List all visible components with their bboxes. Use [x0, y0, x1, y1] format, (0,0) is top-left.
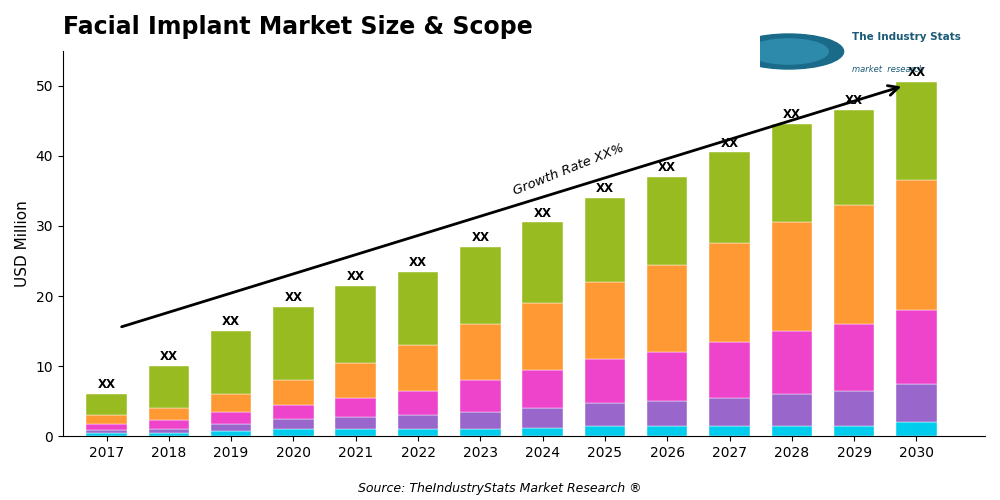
Bar [398, 415, 438, 430]
Bar [211, 331, 251, 394]
Bar [149, 366, 189, 408]
Bar [211, 412, 251, 424]
Bar [709, 426, 750, 436]
Bar [709, 244, 750, 342]
Bar [273, 404, 314, 418]
Bar [522, 428, 563, 436]
Bar [834, 110, 874, 205]
Bar [335, 398, 376, 416]
Text: XX: XX [658, 161, 676, 174]
Bar [647, 352, 687, 401]
Bar [273, 306, 314, 380]
Bar [585, 282, 625, 359]
Bar [398, 345, 438, 391]
Bar [460, 324, 501, 380]
Text: XX: XX [471, 231, 489, 244]
Bar [522, 408, 563, 428]
Bar [149, 433, 189, 436]
Bar [834, 205, 874, 324]
Bar [398, 430, 438, 436]
Bar [149, 428, 189, 433]
Circle shape [749, 39, 828, 64]
Bar [398, 390, 438, 415]
Bar [772, 394, 812, 426]
Bar [86, 430, 127, 434]
Bar [709, 152, 750, 244]
Bar [335, 416, 376, 430]
Bar [211, 424, 251, 430]
Bar [585, 359, 625, 404]
Text: XX: XX [534, 206, 552, 220]
Text: XX: XX [98, 378, 116, 392]
Bar [772, 124, 812, 222]
Text: XX: XX [596, 182, 614, 195]
Bar [647, 401, 687, 426]
Bar [834, 390, 874, 426]
Bar [585, 198, 625, 282]
Bar [896, 310, 937, 384]
Text: XX: XX [160, 350, 178, 364]
Text: XX: XX [222, 316, 240, 328]
Bar [896, 82, 937, 180]
Text: XX: XX [845, 94, 863, 108]
Bar [211, 394, 251, 411]
Text: The Industry Stats: The Industry Stats [852, 32, 961, 42]
Bar [335, 430, 376, 436]
Text: XX: XX [721, 136, 739, 149]
Bar [86, 394, 127, 415]
Text: XX: XX [907, 66, 925, 80]
Circle shape [734, 34, 844, 69]
Bar [522, 222, 563, 303]
Bar [335, 362, 376, 398]
Text: XX: XX [783, 108, 801, 122]
Bar [522, 370, 563, 408]
Bar [709, 398, 750, 426]
Bar [273, 418, 314, 430]
Bar [585, 426, 625, 436]
Bar [460, 247, 501, 324]
Bar [335, 286, 376, 362]
Bar [273, 430, 314, 436]
Bar [273, 380, 314, 404]
Bar [647, 426, 687, 436]
Bar [460, 380, 501, 412]
Text: Growth Rate XX%: Growth Rate XX% [511, 142, 626, 198]
Bar [86, 434, 127, 436]
Bar [772, 222, 812, 331]
Text: XX: XX [347, 270, 365, 282]
Bar [834, 324, 874, 390]
Bar [86, 424, 127, 430]
Text: XX: XX [284, 291, 302, 304]
Bar [709, 342, 750, 398]
Bar [896, 384, 937, 422]
Bar [398, 272, 438, 345]
Bar [460, 412, 501, 430]
Bar [522, 303, 563, 370]
Bar [834, 426, 874, 436]
Text: XX: XX [409, 256, 427, 268]
Text: Source: TheIndustryStats Market Research ®: Source: TheIndustryStats Market Research… [358, 482, 642, 495]
Bar [896, 422, 937, 436]
Bar [585, 404, 625, 426]
Bar [149, 420, 189, 428]
Bar [772, 426, 812, 436]
Bar [647, 264, 687, 352]
Bar [460, 430, 501, 436]
Y-axis label: USD Million: USD Million [15, 200, 30, 287]
Bar [211, 430, 251, 436]
Bar [86, 415, 127, 424]
Text: Facial Implant Market Size & Scope: Facial Implant Market Size & Scope [63, 15, 533, 39]
Bar [896, 180, 937, 310]
Bar [647, 177, 687, 264]
Text: market  research: market research [852, 64, 924, 74]
Bar [149, 408, 189, 420]
Bar [772, 331, 812, 394]
